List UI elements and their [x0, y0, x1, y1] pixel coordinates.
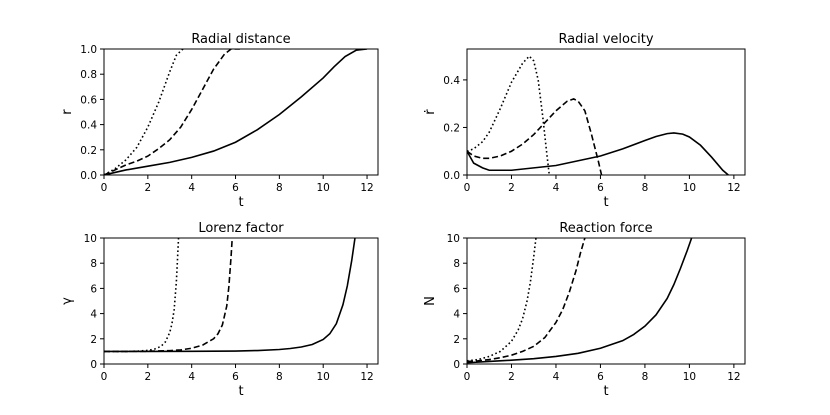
- x-tick-label: 6: [232, 182, 239, 194]
- series-line-solid: [104, 49, 368, 175]
- subplot-1: 0 2 4 6 8 10 12 0.0 0.2 0.4 0.6 0.8 1.0 Radial distan…: [60, 32, 379, 210]
- series-line-solid: [467, 132, 729, 175]
- y-tick-label: 4: [90, 309, 97, 321]
- series-line-dashed: [104, 49, 240, 175]
- y-tick-label: 6: [453, 283, 460, 295]
- x-axis-label: t: [238, 384, 243, 399]
- x-tick-label: 0: [101, 371, 108, 383]
- y-tick-label: 2: [453, 334, 460, 346]
- y-tick-label: 0.2: [80, 145, 97, 157]
- chart-title: Lorenz factor: [198, 221, 284, 236]
- y-tick-label: 2: [90, 334, 97, 346]
- x-tick-label: 12: [360, 371, 373, 383]
- x-axis-label: t: [603, 384, 608, 399]
- axes-frame: [103, 237, 379, 365]
- x-tick-label: 6: [597, 371, 604, 383]
- x-tick-label: 0: [101, 182, 108, 194]
- y-tick-label: 10: [84, 233, 97, 245]
- x-tick-label: 4: [188, 182, 195, 194]
- x-tick-label: 4: [188, 371, 195, 383]
- x-tick-label: 8: [642, 182, 649, 194]
- x-tick-label: 10: [317, 371, 330, 383]
- series-line-dashed: [104, 238, 234, 353]
- axes-frame: [103, 48, 379, 176]
- chart-title: Radial distance: [191, 32, 290, 47]
- x-tick-label: 2: [144, 371, 151, 383]
- y-tick-label: 1.0: [80, 44, 97, 56]
- x-tick-label: 4: [553, 371, 560, 383]
- x-tick-label: 0: [464, 371, 471, 383]
- series-line-dotted: [104, 49, 184, 175]
- y-axis-label: γ: [60, 297, 75, 305]
- y-axis-label: r: [60, 109, 75, 115]
- x-tick-label: 8: [276, 182, 283, 194]
- x-tick-label: 10: [683, 182, 696, 194]
- series-line-dotted: [104, 238, 180, 353]
- x-tick-label: 10: [683, 371, 696, 383]
- x-tick-label: 8: [276, 371, 283, 383]
- x-tick-label: 2: [508, 371, 515, 383]
- x-tick-label: 4: [553, 182, 560, 194]
- y-tick-label: 0.2: [443, 122, 460, 134]
- y-tick-label: 4: [453, 309, 460, 321]
- axes-frame: [466, 237, 746, 365]
- x-tick-label: 10: [317, 182, 330, 194]
- y-tick-label: 0.6: [80, 94, 97, 106]
- chart-title: Radial velocity: [558, 32, 653, 47]
- x-tick-label: 0: [464, 182, 471, 194]
- y-tick-label: 6: [90, 283, 97, 295]
- series-line-dashed: [467, 98, 603, 175]
- x-tick-label: 12: [727, 182, 740, 194]
- x-tick-label: 2: [508, 182, 515, 194]
- x-axis-label: t: [238, 195, 243, 210]
- x-tick-label: 8: [642, 371, 649, 383]
- subplot-3: 0 2 4 6 8 10 12 0 2 4 6 8 10 Lorenz factor t γ: [60, 221, 379, 399]
- y-tick-label: 0.8: [80, 69, 97, 81]
- axes-frame: [466, 48, 746, 176]
- y-tick-label: 8: [453, 258, 460, 270]
- x-tick-label: 6: [232, 371, 239, 383]
- series-line-dashed: [467, 238, 586, 363]
- y-tick-label: 0: [453, 359, 460, 371]
- y-tick-label: 0.4: [443, 75, 460, 87]
- y-tick-label: 0.0: [80, 170, 97, 182]
- x-tick-label: 2: [144, 182, 151, 194]
- subplot-4: 0 2 4 6 8 10 12 0 2 4 6 8 10 Reaction force t N: [423, 221, 746, 399]
- series-line-dotted: [467, 238, 537, 362]
- y-tick-label: 0.0: [443, 170, 460, 182]
- chart-title: Reaction force: [559, 221, 652, 236]
- series-line-solid: [104, 238, 356, 353]
- y-tick-label: 8: [90, 258, 97, 270]
- x-tick-label: 12: [727, 371, 740, 383]
- y-tick-label: 10: [447, 233, 460, 245]
- y-axis-label: ṙ: [423, 109, 438, 115]
- x-tick-label: 12: [360, 182, 373, 194]
- y-axis-label: N: [423, 296, 438, 306]
- x-tick-label: 6: [597, 182, 604, 194]
- subplot-2: 0 2 4 6 8 10 12 0.0 0.2 0.4 Radial velocity t ṙ: [423, 32, 746, 210]
- y-tick-label: 0: [90, 359, 97, 371]
- y-tick-label: 0.4: [80, 120, 97, 132]
- series-line-solid: [467, 238, 693, 364]
- x-axis-label: t: [603, 195, 608, 210]
